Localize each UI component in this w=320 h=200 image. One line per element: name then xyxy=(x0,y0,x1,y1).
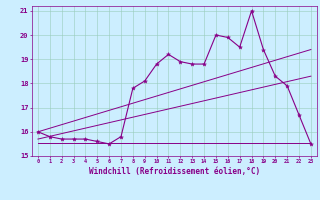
X-axis label: Windchill (Refroidissement éolien,°C): Windchill (Refroidissement éolien,°C) xyxy=(89,167,260,176)
